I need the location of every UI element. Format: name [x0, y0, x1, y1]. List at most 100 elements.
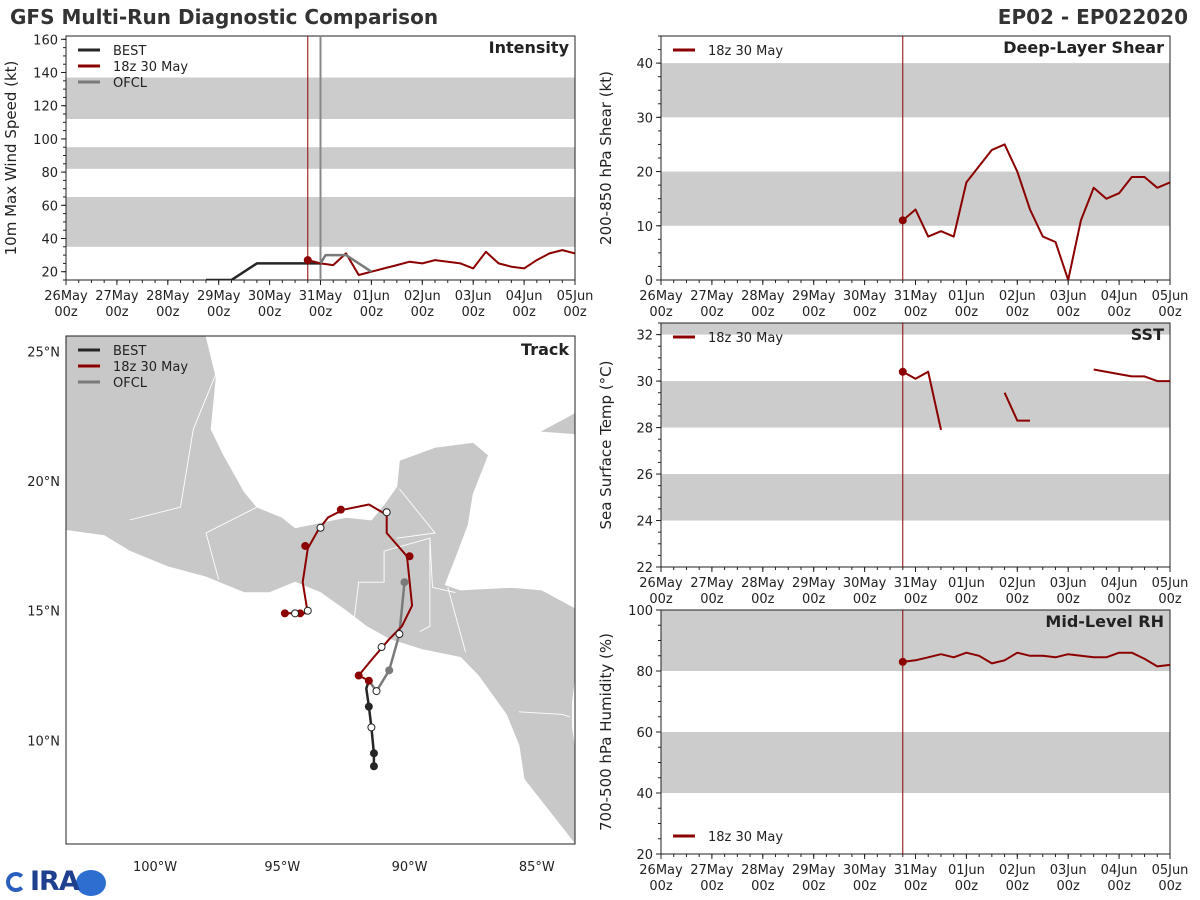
lat-tick-label: 10°N	[27, 734, 60, 749]
map-frame	[65, 335, 576, 845]
track-marker	[395, 630, 404, 639]
x-tick-label: 29May	[197, 289, 241, 304]
x-tick-label: 28May	[146, 289, 190, 304]
rh-panel: 2040608010026May00z27May00z28May00z29May…	[597, 604, 1188, 894]
x-tick-label: 26May	[639, 576, 683, 591]
y-tick-label: 30	[636, 375, 653, 390]
x-tick-label: 02Jun	[999, 863, 1036, 878]
x-tick-label: 29May	[792, 863, 836, 878]
x-tick-label: 00z	[700, 879, 724, 894]
x-tick-label: 00z	[1158, 305, 1182, 320]
y-tick-label: 32	[636, 329, 653, 344]
series-line	[902, 370, 942, 431]
y-tick-label: 22	[636, 561, 653, 576]
y-tick-label: 100	[33, 133, 58, 148]
x-tick-label: 04Jun	[506, 289, 543, 304]
y-axis-label: 200-850 hPa Shear (kt)	[597, 71, 615, 245]
x-tick-label: 01Jun	[353, 289, 390, 304]
panel-title: SST	[1131, 325, 1164, 344]
logo-globe-icon	[76, 870, 106, 896]
x-tick-label: 00z	[105, 305, 129, 320]
shaded-band	[661, 323, 1170, 335]
shear-panel: 01020304026May00z27May00z28May00z29May00…	[597, 35, 1188, 320]
x-tick-label: 00z	[512, 305, 536, 320]
panel-title: Deep-Layer Shear	[1003, 38, 1164, 57]
series-line	[1093, 368, 1170, 383]
series-line	[319, 253, 373, 273]
x-tick-label: 26May	[639, 863, 683, 878]
intensity-panel: 2040608010012014016026May00z27May00z28Ma…	[2, 33, 593, 320]
track-marker	[301, 541, 310, 550]
x-tick-label: 00z	[802, 305, 826, 320]
series-line	[1003, 392, 1030, 422]
track-marker	[303, 606, 312, 615]
map-layer	[66, 336, 575, 844]
x-tick-label: 00z	[955, 879, 979, 894]
x-tick-label: 00z	[1057, 879, 1081, 894]
political-border	[205, 506, 258, 580]
political-border	[129, 336, 232, 521]
x-tick-label: 00z	[802, 879, 826, 894]
track-marker	[369, 762, 378, 771]
y-tick-label: 140	[33, 67, 58, 82]
series-start-marker	[898, 216, 907, 225]
x-tick-label: 28May	[741, 289, 785, 304]
legend-label: 18z 30 May	[708, 44, 783, 59]
panel-title: Mid-Level RH	[1045, 612, 1164, 631]
x-tick-label: 28May	[741, 576, 785, 591]
track-marker	[291, 609, 300, 618]
x-tick-label: 03Jun	[1050, 863, 1087, 878]
x-tick-label: 00z	[649, 305, 673, 320]
x-tick-label: 00z	[207, 305, 231, 320]
x-tick-label: 02Jun	[404, 289, 441, 304]
x-tick-label: 03Jun	[455, 289, 492, 304]
x-tick-label: 00z	[853, 879, 877, 894]
series-start-marker	[898, 367, 907, 376]
track-marker	[364, 676, 373, 685]
x-tick-label: 00z	[563, 305, 587, 320]
x-tick-label: 30May	[843, 576, 887, 591]
x-tick-label: 04Jun	[1101, 863, 1138, 878]
x-tick-label: 00z	[1107, 305, 1131, 320]
x-tick-label: 00z	[360, 305, 384, 320]
x-tick-label: 00z	[904, 592, 928, 607]
x-tick-label: 00z	[1006, 592, 1030, 607]
x-tick-label: 03Jun	[1050, 576, 1087, 591]
x-tick-label: 00z	[751, 305, 775, 320]
logo-wordmark: IRA	[30, 866, 80, 897]
y-axis-label: 700-500 hPa Humidity (%)	[597, 633, 615, 831]
x-tick-label: 02Jun	[999, 576, 1036, 591]
legend-label: 18z 30 May	[708, 331, 783, 346]
lat-tick-label: 15°N	[27, 605, 60, 620]
cira-logo: IRA	[4, 866, 108, 898]
track-marker	[369, 749, 378, 758]
sst-panel: 22242628303226May00z27May00z28May00z29Ma…	[597, 322, 1188, 607]
series-line	[206, 262, 321, 280]
y-tick-label: 24	[636, 515, 653, 530]
x-tick-label: 27May	[690, 576, 734, 591]
y-tick-label: 120	[33, 100, 58, 115]
political-border	[518, 711, 571, 718]
shaded-band	[661, 381, 1170, 428]
y-tick-label: 80	[636, 665, 653, 680]
island	[537, 412, 575, 435]
x-tick-label: 31May	[894, 576, 938, 591]
x-tick-label: 00z	[54, 305, 78, 320]
legend-label: 18z 30 May	[708, 830, 783, 845]
x-tick-label: 00z	[649, 879, 673, 894]
y-tick-label: 40	[636, 787, 653, 802]
x-tick-label: 26May	[44, 289, 88, 304]
series-line	[902, 651, 1170, 668]
x-tick-label: 28May	[741, 863, 785, 878]
storm-id: EP02 - EP022020	[997, 5, 1188, 29]
track-marker	[382, 508, 391, 517]
x-tick-label: 00z	[700, 592, 724, 607]
y-tick-label: 10	[636, 220, 653, 235]
track-line	[282, 503, 414, 682]
x-tick-label: 30May	[248, 289, 292, 304]
x-tick-label: 00z	[258, 305, 282, 320]
shaded-band	[661, 474, 1170, 521]
x-tick-label: 29May	[792, 289, 836, 304]
track-marker	[400, 578, 409, 587]
